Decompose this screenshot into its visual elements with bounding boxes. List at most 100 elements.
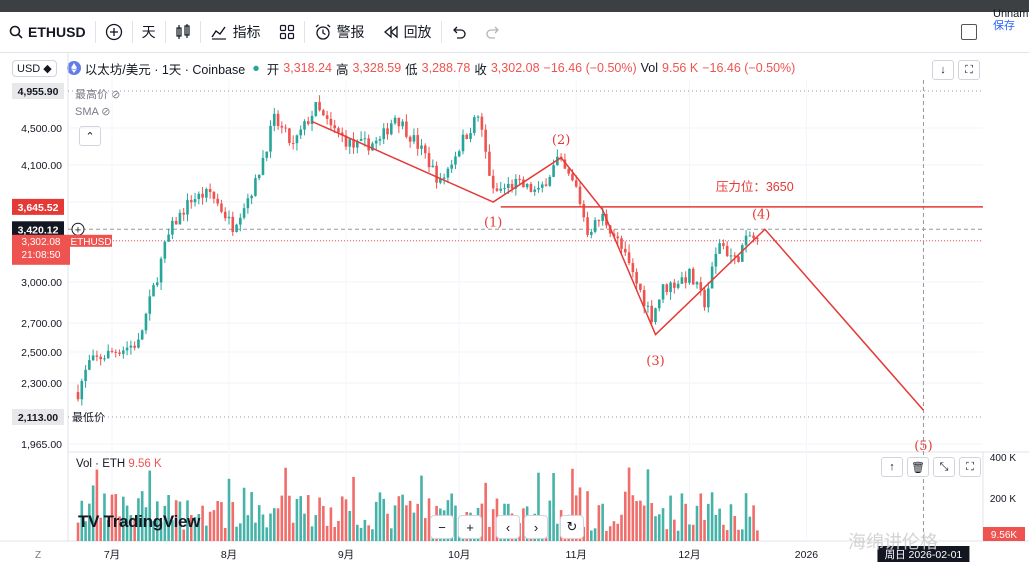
- candle-body: [284, 127, 287, 129]
- scroll-left-button[interactable]: ‹: [496, 515, 520, 539]
- volume-bar: [680, 493, 684, 541]
- high-value: 3,328.59: [352, 61, 402, 75]
- divider: [303, 21, 305, 43]
- candle-body: [171, 220, 174, 235]
- candle-body: [250, 195, 253, 199]
- undo-icon: [452, 26, 466, 39]
- candle-body: [359, 138, 363, 141]
- tv-mark-icon: TV: [78, 512, 100, 531]
- reset-chart-button[interactable]: ↻: [560, 515, 584, 539]
- candle-body: [303, 121, 306, 130]
- add-alert-icon[interactable]: [71, 222, 85, 236]
- volume-bar: [601, 503, 604, 541]
- scroll-down-button[interactable]: ↓: [932, 60, 954, 80]
- candle-body: [314, 102, 318, 116]
- replay-button[interactable]: 回放: [374, 12, 441, 52]
- zoom-out-button[interactable]: −: [430, 515, 454, 539]
- layout-checkbox[interactable]: [961, 24, 977, 40]
- collapse-pane-button[interactable]: ⤡: [933, 457, 955, 477]
- candle-body: [159, 258, 163, 283]
- volume-bar: [420, 475, 423, 541]
- undo-button[interactable]: [442, 12, 476, 52]
- maximize-pane-button[interactable]: ⛶: [958, 60, 980, 80]
- volume-bar: [356, 524, 359, 541]
- candle-body: [80, 381, 84, 400]
- volume-bar: [208, 511, 212, 541]
- save-label[interactable]: 保存: [993, 20, 1015, 32]
- symbol-tag-label: ETHUSD: [70, 237, 111, 248]
- interval-button[interactable]: 天: [133, 12, 165, 52]
- volume-bar: [552, 472, 555, 541]
- volume-bar: [722, 524, 725, 541]
- volume-bar: [389, 528, 393, 541]
- wave-label: (2): [552, 133, 570, 148]
- currency-select[interactable]: USD ◆: [12, 59, 57, 77]
- volume-bar: [314, 515, 318, 541]
- candle-body: [269, 125, 272, 152]
- volume-bar: [673, 519, 676, 541]
- delete-pane-button[interactable]: 🗑: [907, 457, 929, 477]
- zoom-toggle[interactable]: Z: [35, 550, 41, 561]
- candle-body: [476, 116, 480, 118]
- volume-bar: [397, 496, 401, 541]
- collapse-indicators-button[interactable]: ⌃: [79, 126, 101, 146]
- compare-button[interactable]: [96, 12, 132, 52]
- candle-body: [552, 165, 555, 177]
- candle-body: [246, 198, 250, 209]
- volume-bar: [491, 509, 495, 541]
- volume-bar: [650, 503, 654, 541]
- candle-body: [122, 350, 125, 354]
- candle-body: [635, 272, 638, 284]
- volume-bar: [612, 521, 616, 541]
- move-up-button[interactable]: ↑: [881, 457, 903, 477]
- candle-body: [227, 216, 231, 219]
- volume-bar: [657, 514, 661, 541]
- alert-button[interactable]: 警报: [305, 12, 374, 52]
- eye-off-icon[interactable]: ⊘: [111, 89, 121, 101]
- volume-last-tag: 9.56K: [991, 530, 1017, 541]
- volume-bar: [695, 505, 699, 541]
- chart-type-button[interactable]: [166, 12, 200, 52]
- candle-body: [295, 135, 299, 144]
- maximize-volume-button[interactable]: ⛶: [959, 457, 981, 477]
- x-tick-label: 7月: [104, 549, 120, 561]
- maximize-icon: ⛶: [966, 460, 974, 473]
- candle-body: [133, 345, 136, 348]
- wave-label: (4): [752, 208, 770, 223]
- volume-bar: [654, 516, 657, 541]
- zoom-in-button[interactable]: +: [458, 515, 482, 539]
- y-tick-label: 3,000.00: [21, 277, 62, 289]
- indicators-button[interactable]: 指标: [201, 12, 270, 52]
- volume-axis-label: 200 K: [990, 494, 1016, 505]
- scroll-right-button[interactable]: ›: [524, 515, 548, 539]
- candle-body: [371, 143, 374, 151]
- volume-bar: [250, 492, 253, 541]
- volume-bar: [235, 526, 238, 541]
- candle-body: [423, 145, 427, 154]
- candle-body: [261, 157, 265, 175]
- user-menu[interactable]: Unnam 保存: [993, 8, 1029, 32]
- x-tick-label: 12月: [678, 549, 700, 561]
- layouts-button[interactable]: [270, 12, 304, 52]
- volume-bar: [303, 513, 306, 541]
- candle-body: [348, 139, 352, 147]
- candle-body: [450, 164, 453, 169]
- candle-body: [559, 156, 563, 160]
- lowest-price-tag: 2,113.00: [18, 412, 58, 424]
- redo-button[interactable]: [476, 12, 510, 52]
- volume-bar: [386, 513, 389, 541]
- volume-bar: [688, 524, 691, 541]
- candle-body: [473, 117, 476, 134]
- eye-off-icon[interactable]: ⊘: [101, 106, 111, 118]
- candle-body: [484, 129, 487, 152]
- candle-body: [356, 140, 359, 148]
- candle-body: [654, 308, 657, 323]
- volume-bar: [216, 500, 219, 541]
- candle-body: [533, 189, 537, 192]
- elliott-wave-line[interactable]: [311, 120, 925, 411]
- symbol-search-button[interactable]: ETHUSD: [0, 12, 95, 52]
- volume-bar: [556, 523, 559, 541]
- resistance-price-tag: 3,645.52: [18, 202, 59, 214]
- candle-body: [91, 355, 95, 361]
